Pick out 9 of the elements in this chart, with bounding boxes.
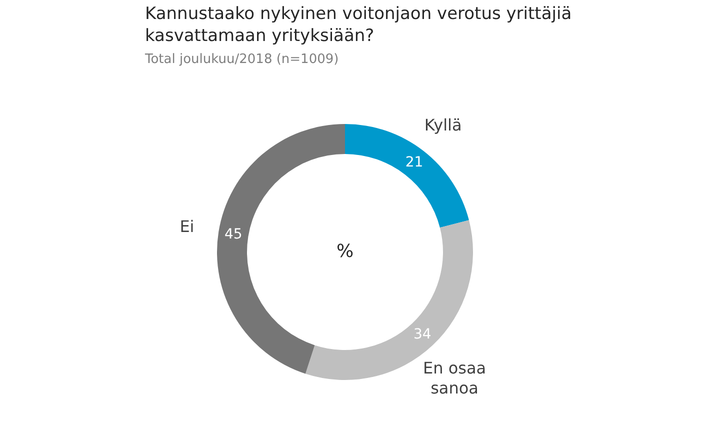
slice-label: Ei	[180, 216, 194, 236]
text: %	[336, 241, 354, 262]
data-label: 45	[224, 226, 242, 242]
data-label: 21	[405, 154, 424, 171]
data-label: 34	[413, 326, 432, 342]
slice-label: Kyllä	[424, 116, 462, 135]
chart-title: Kannustaako nykyinen voitonjaon verotus yrittäjiä kasvattamaan yrityksiään?	[145, 4, 572, 46]
chart-subtitle: Total joulukuu/2018 (n=1009)	[144, 52, 339, 67]
slice-label: En osaa sanoa	[422, 358, 486, 398]
